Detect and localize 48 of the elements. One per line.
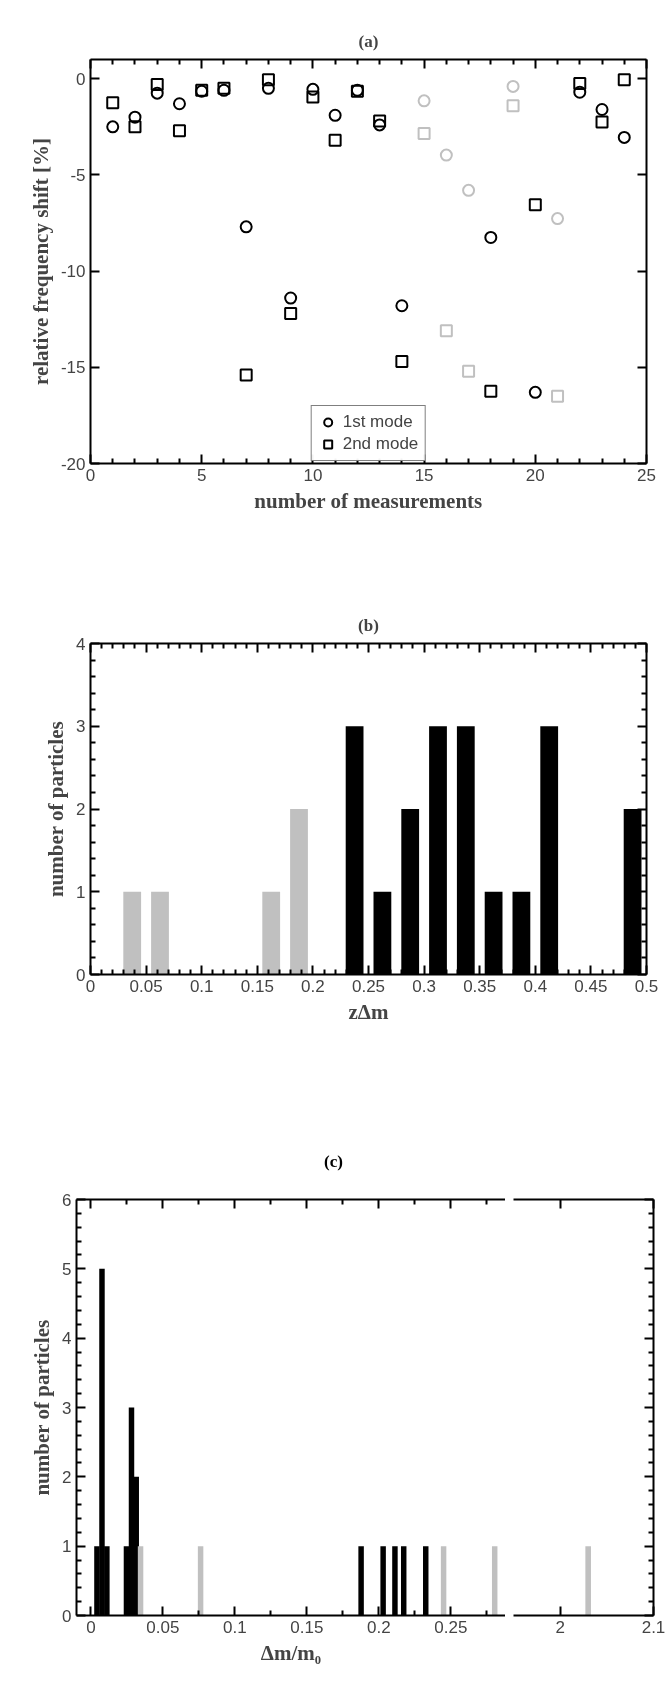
x-tick-label: 0.1	[223, 1617, 247, 1637]
y-tick-label: -20	[60, 454, 86, 474]
x-tick-label: 0.25	[434, 1617, 468, 1637]
y-tick-label: 6	[62, 1190, 72, 1210]
y-tick-label: 5	[62, 1259, 72, 1279]
chart-title: (c)	[324, 1151, 343, 1173]
x-tick-label: 0.4	[523, 976, 548, 996]
x-tick-label: 0.2	[367, 1617, 391, 1637]
x-tick-label: 0.45	[574, 976, 608, 996]
y-tick-label: -15	[60, 358, 86, 378]
y-tick-label: 1	[76, 882, 86, 902]
x-tick-label: 0.25	[351, 976, 386, 996]
x-tick-label: 0.15	[290, 1617, 324, 1637]
x-axis-title: number of measurements	[254, 488, 483, 513]
chart-title: (b)	[358, 615, 379, 635]
x-tick-label: 0.3	[412, 976, 436, 996]
x-tick-label: 2.1	[641, 1617, 666, 1637]
y-tick-label: -10	[60, 262, 86, 282]
y-tick-label: 1	[62, 1537, 72, 1557]
chart-title: (a)	[358, 31, 379, 51]
x-tick-label: 20	[525, 465, 545, 485]
legend-label: 1st mode	[342, 412, 413, 432]
y-tick-label: 3	[62, 1398, 72, 1418]
x-tick-label: 0.15	[240, 976, 274, 996]
x-tick-label: 15	[414, 465, 434, 485]
y-tick-label: 4	[76, 634, 86, 654]
x-tick-label: 0.1	[189, 976, 214, 996]
x-tick-label: 0.35	[463, 976, 497, 996]
y-tick-label: 3	[76, 717, 86, 737]
x-tick-label: 0.5	[634, 976, 659, 996]
x-axis-title: Δm/m₀	[260, 1640, 322, 1665]
y-tick-label: 2	[76, 800, 86, 819]
y-tick-label: 2	[62, 1467, 72, 1487]
legend-label: 2nd mode	[342, 434, 419, 454]
x-tick-label: 0.2	[301, 976, 325, 996]
x-tick-label: 2	[555, 1617, 565, 1637]
x-tick-label: 5	[196, 465, 207, 485]
x-tick-label: 25	[637, 465, 656, 485]
y-tick-label: -5	[70, 165, 86, 185]
x-tick-label: 10	[303, 465, 323, 485]
y-tick-label: 0	[76, 69, 86, 89]
y-axis-title: number of particles	[30, 1319, 55, 1496]
y-tick-label: 4	[62, 1329, 72, 1349]
y-axis-title: number of particles	[44, 721, 69, 898]
x-tick-label: 0.05	[146, 1617, 180, 1637]
x-axis-title: zΔm	[348, 999, 389, 1024]
x-tick-label: 0.05	[129, 976, 163, 996]
y-axis-title: relative frequency shift [%]	[28, 137, 53, 386]
